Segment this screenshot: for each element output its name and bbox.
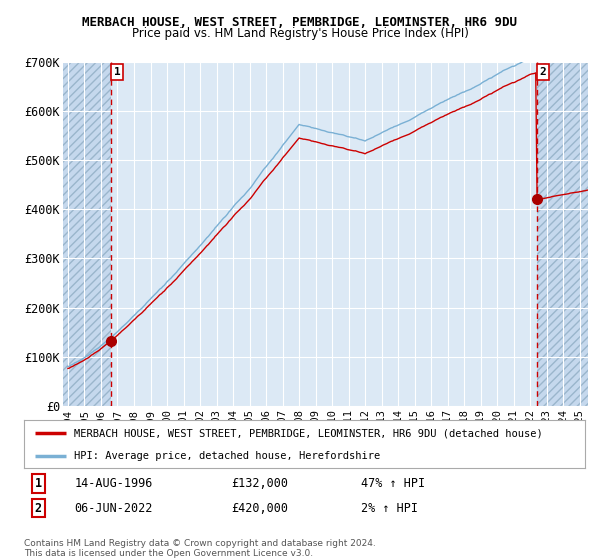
Text: 2: 2 bbox=[539, 67, 547, 77]
Text: £420,000: £420,000 bbox=[232, 502, 289, 515]
Bar bbox=[537, 62, 588, 406]
Text: 2% ↑ HPI: 2% ↑ HPI bbox=[361, 502, 418, 515]
Text: MERBACH HOUSE, WEST STREET, PEMBRIDGE, LEOMINSTER, HR6 9DU (detached house): MERBACH HOUSE, WEST STREET, PEMBRIDGE, L… bbox=[74, 428, 543, 438]
Text: 1: 1 bbox=[34, 477, 41, 490]
Text: 14-AUG-1996: 14-AUG-1996 bbox=[74, 477, 153, 490]
Text: Contains HM Land Registry data © Crown copyright and database right 2024.
This d: Contains HM Land Registry data © Crown c… bbox=[24, 539, 376, 558]
Bar bbox=[537, 62, 588, 406]
Text: 2: 2 bbox=[34, 502, 41, 515]
Text: 1: 1 bbox=[114, 67, 121, 77]
Text: £132,000: £132,000 bbox=[232, 477, 289, 490]
Text: Price paid vs. HM Land Registry's House Price Index (HPI): Price paid vs. HM Land Registry's House … bbox=[131, 27, 469, 40]
Text: 06-JUN-2022: 06-JUN-2022 bbox=[74, 502, 153, 515]
Text: MERBACH HOUSE, WEST STREET, PEMBRIDGE, LEOMINSTER, HR6 9DU: MERBACH HOUSE, WEST STREET, PEMBRIDGE, L… bbox=[83, 16, 517, 29]
Bar bbox=[63, 62, 111, 406]
Text: 47% ↑ HPI: 47% ↑ HPI bbox=[361, 477, 425, 490]
Bar bbox=[63, 62, 111, 406]
Text: HPI: Average price, detached house, Herefordshire: HPI: Average price, detached house, Here… bbox=[74, 451, 381, 461]
